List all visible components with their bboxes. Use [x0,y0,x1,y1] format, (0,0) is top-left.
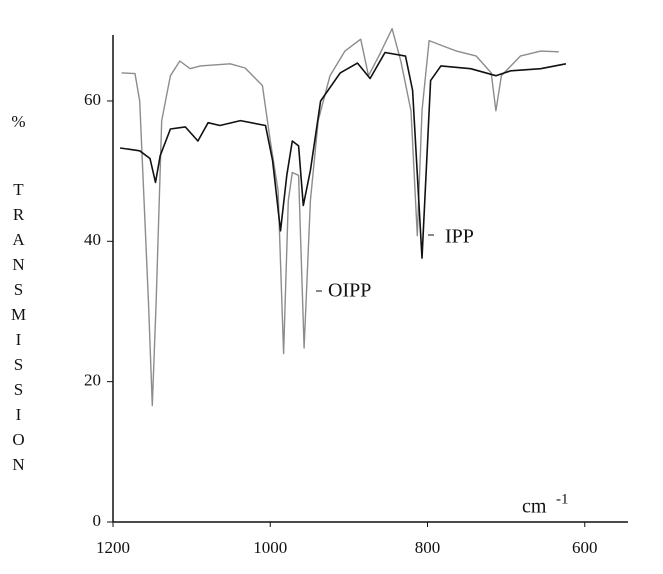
series-annotation: OIPP [328,280,371,302]
y-axis-label: TRANSMISSION [9,180,28,480]
x-tick-label: 1200 [96,538,130,557]
x-axis-label-exponent: -1 [556,491,569,507]
y-tick-label: 0 [93,511,102,530]
x-tick-label: 800 [415,538,441,557]
x-tick-label: 600 [572,538,598,557]
y-tick-label: 20 [84,371,101,390]
y-axis-unit: % [9,112,28,137]
x-tick-label: 1000 [253,538,287,557]
y-tick-label: 40 [84,230,101,249]
series-annotation: IPP [445,226,474,248]
y-tick-label: 60 [84,90,101,109]
spectrum-line [121,28,559,407]
x-axis-label: cm [522,496,547,518]
spectrum-line [119,51,567,259]
